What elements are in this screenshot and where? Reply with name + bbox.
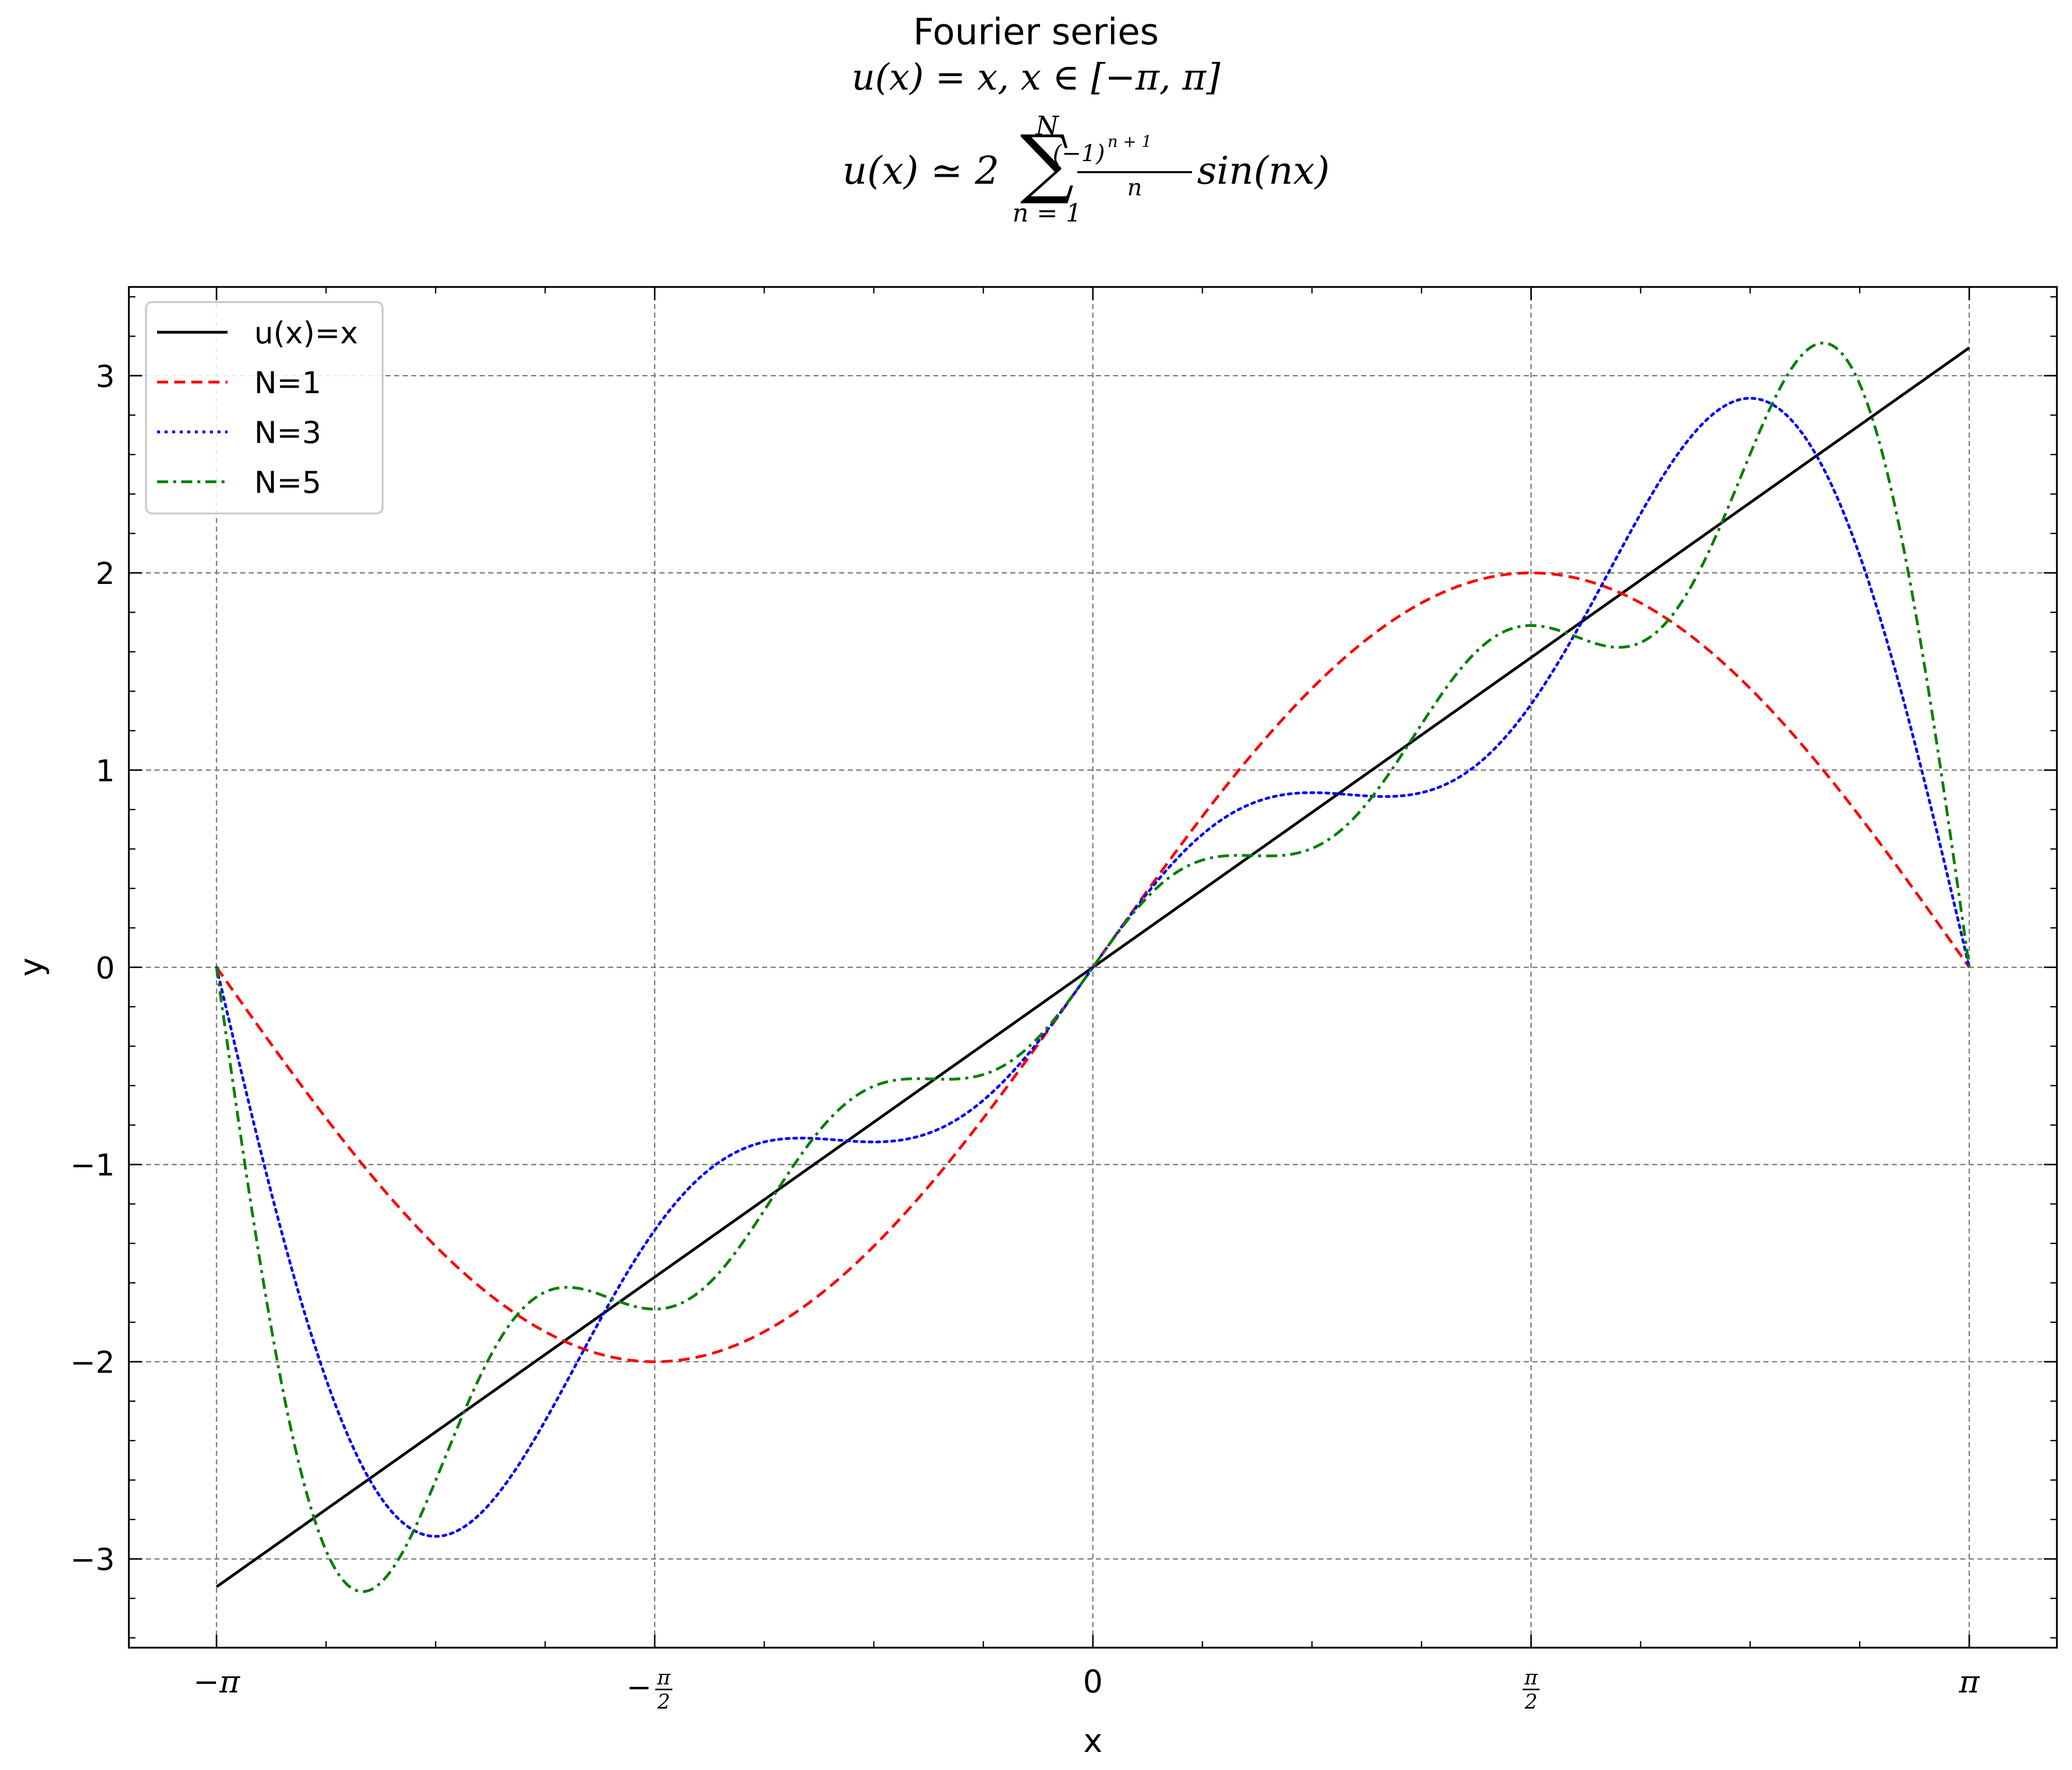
x-tick-label-0: −π	[193, 1663, 241, 1700]
series-line-2	[215, 397, 1971, 1538]
y-tick-label-3: 0	[96, 951, 115, 986]
formula-sum-lower: n = 1	[1012, 198, 1082, 228]
legend-label-2: N=3	[254, 415, 321, 451]
formula-frac-exponent: n + 1	[1107, 132, 1152, 151]
x-tick-label-text: π	[1959, 1663, 1980, 1700]
y-tick-label-1: −2	[70, 1345, 115, 1380]
legend-box	[145, 301, 384, 514]
x-tick-label-den: 2	[1524, 1690, 1537, 1714]
legend-label-0: u(x)=x	[254, 316, 358, 351]
x-tick-label-3: π2	[1522, 1666, 1540, 1714]
x-tick-label-2: 0	[1083, 1663, 1102, 1700]
y-tick-label-4: 1	[96, 754, 115, 789]
series-line-3	[215, 341, 1971, 1593]
title-block: Fourier series u(x) = x, x ∈ [−π, π] u(x…	[843, 11, 1330, 228]
chart-subtitle: u(x) = x, x ∈ [−π, π]	[852, 56, 1221, 98]
formula-tail: sin(nx)	[1197, 148, 1329, 193]
formula-frac-numerator: (−1)	[1053, 139, 1105, 167]
x-tick-label-num: π	[1524, 1666, 1538, 1689]
x-tick-label-sign: −	[626, 1670, 651, 1705]
formula-sum-upper: N	[1034, 111, 1059, 141]
y-tick-label-6: 3	[96, 359, 115, 394]
y-tick-label-0: −3	[70, 1542, 115, 1578]
y-tick-label-5: 2	[96, 556, 115, 592]
series-lines	[215, 341, 1971, 1593]
y-tick-label-2: −1	[70, 1148, 115, 1183]
x-tick-label-den: 2	[657, 1690, 670, 1714]
formula-lhs: u(x) ≃ 2	[843, 148, 999, 193]
chart-title: Fourier series	[913, 11, 1159, 53]
x-tick-label-num: π	[656, 1666, 671, 1689]
axis-ticks	[129, 287, 2057, 1648]
fourier-formula: u(x) ≃ 2 N ∑ n = 1 (−1) n + 1 n sin(nx)	[843, 111, 1330, 228]
x-tick-label-text: 0	[1083, 1663, 1102, 1700]
formula-sum-sign: ∑	[1020, 119, 1074, 207]
y-axis-label: y	[13, 957, 50, 977]
x-tick-label-4: π	[1959, 1663, 1980, 1700]
x-tick-label-text: −π	[193, 1663, 241, 1700]
legend-label-1: N=1	[254, 365, 321, 401]
legend-label-3: N=5	[254, 465, 321, 500]
grid	[129, 287, 2057, 1648]
x-axis-label: x	[1083, 1723, 1102, 1760]
formula-frac-denominator: n	[1127, 174, 1142, 201]
x-tick-label-1: − π2	[626, 1666, 673, 1714]
legend: u(x)=x N=1 N=3 N=5	[145, 301, 384, 514]
